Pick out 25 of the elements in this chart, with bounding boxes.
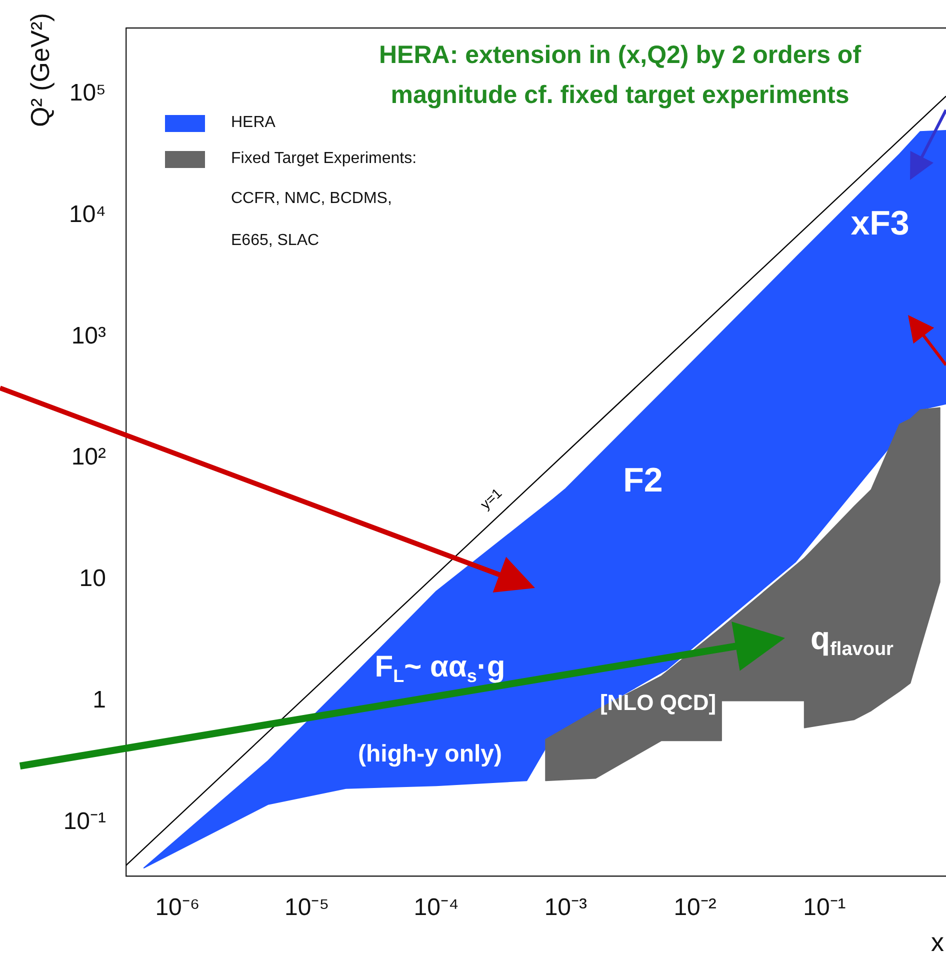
annotation: E665, SLAC: [231, 232, 320, 251]
annotation: CCFR, NMC, BCDMS,: [231, 190, 393, 209]
y-tick-label: 10³: [71, 322, 106, 350]
x-tick-label: 10⁻³: [544, 894, 588, 922]
text: y=1: [476, 484, 505, 512]
x-tick-label: 10⁻⁵: [284, 894, 330, 922]
y-tick-label: 10⁵: [69, 80, 106, 107]
x-tick-label: 10⁻⁶: [155, 894, 200, 922]
legend-label: HERA: [231, 114, 276, 132]
y-tick-label: 10²: [71, 444, 106, 471]
annotation: [NLO QCD]: [600, 690, 716, 716]
y-tick-label: 10⁻¹: [63, 808, 106, 835]
annotation: xF3: [850, 204, 910, 242]
y-axis-title: Q² (GeV²): [25, 12, 56, 128]
y-tick-label: 1: [92, 686, 106, 714]
legend-label: Fixed Target Experiments:: [231, 150, 417, 168]
y-tick-label: 10⁴: [68, 201, 106, 228]
x-tick-label: 10⁻¹: [803, 894, 846, 922]
x-axis-title: x: [931, 927, 944, 958]
x-tick-label: 10⁻⁴: [414, 894, 459, 922]
y-tick-label: 10: [79, 565, 106, 592]
annotation: F2: [623, 461, 663, 500]
text: HERA: extension in (x,Q2) by 2 orders of magnitude cf. fixed target experiments: [378, 40, 862, 109]
annotation: (high-y only): [358, 740, 502, 768]
x-tick-label: 10⁻²: [674, 894, 716, 922]
